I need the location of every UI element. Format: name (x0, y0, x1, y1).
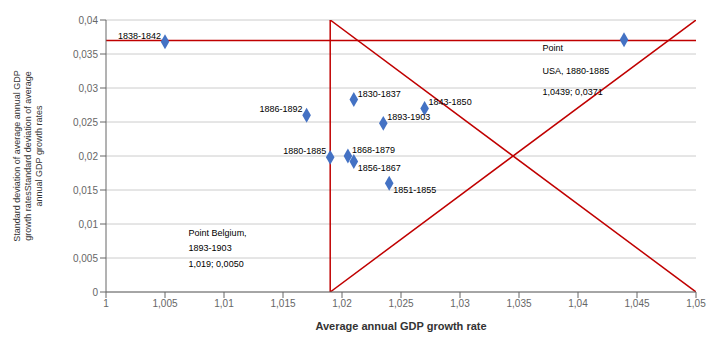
svg-text:0,02: 0,02 (79, 151, 99, 162)
svg-text:1893-1903: 1893-1903 (387, 112, 430, 122)
svg-text:0,03: 0,03 (79, 83, 99, 94)
svg-text:1,0439; 0,0371: 1,0439; 0,0371 (543, 87, 603, 97)
svg-text:0,005: 0,005 (73, 253, 98, 264)
svg-text:Average annual GDP growth rate: Average annual GDP growth rate (315, 320, 486, 332)
svg-text:1,04: 1,04 (568, 298, 588, 309)
svg-text:1,025: 1,025 (388, 298, 413, 309)
svg-text:Point Belgium,: Point Belgium, (189, 228, 247, 238)
svg-text:1: 1 (103, 298, 109, 309)
svg-text:1830-1837: 1830-1837 (358, 89, 401, 99)
svg-text:1,005: 1,005 (152, 298, 177, 309)
svg-text:1868-1879: 1868-1879 (352, 145, 395, 155)
svg-text:1886-1892: 1886-1892 (260, 104, 303, 114)
svg-text:USA, 1880-1885: USA, 1880-1885 (543, 66, 610, 76)
svg-text:1,03: 1,03 (450, 298, 470, 309)
svg-text:0,04: 0,04 (79, 15, 99, 26)
svg-text:1893-1903: 1893-1903 (189, 243, 232, 253)
svg-text:0,015: 0,015 (73, 185, 98, 196)
svg-text:1,05: 1,05 (686, 298, 706, 309)
svg-text:Standard deviation of average: Standard deviation of average annual GDP… (12, 70, 44, 242)
svg-text:0,035: 0,035 (73, 49, 98, 60)
svg-text:1851-1855: 1851-1855 (393, 185, 436, 195)
svg-text:0,01: 0,01 (79, 219, 99, 230)
svg-text:1,035: 1,035 (506, 298, 531, 309)
svg-text:1,019; 0,0050: 1,019; 0,0050 (189, 259, 244, 269)
svg-text:1,045: 1,045 (624, 298, 649, 309)
svg-text:1880-1885: 1880-1885 (283, 146, 326, 156)
svg-text:1838-1842: 1838-1842 (118, 31, 161, 41)
svg-text:0,025: 0,025 (73, 117, 98, 128)
svg-text:0: 0 (92, 287, 98, 298)
svg-text:1843-1850: 1843-1850 (429, 97, 472, 107)
svg-text:1,015: 1,015 (270, 298, 295, 309)
svg-text:Point: Point (543, 43, 564, 53)
svg-text:1856-1867: 1856-1867 (358, 163, 401, 173)
svg-text:1,02: 1,02 (332, 298, 352, 309)
svg-text:1,01: 1,01 (214, 298, 234, 309)
